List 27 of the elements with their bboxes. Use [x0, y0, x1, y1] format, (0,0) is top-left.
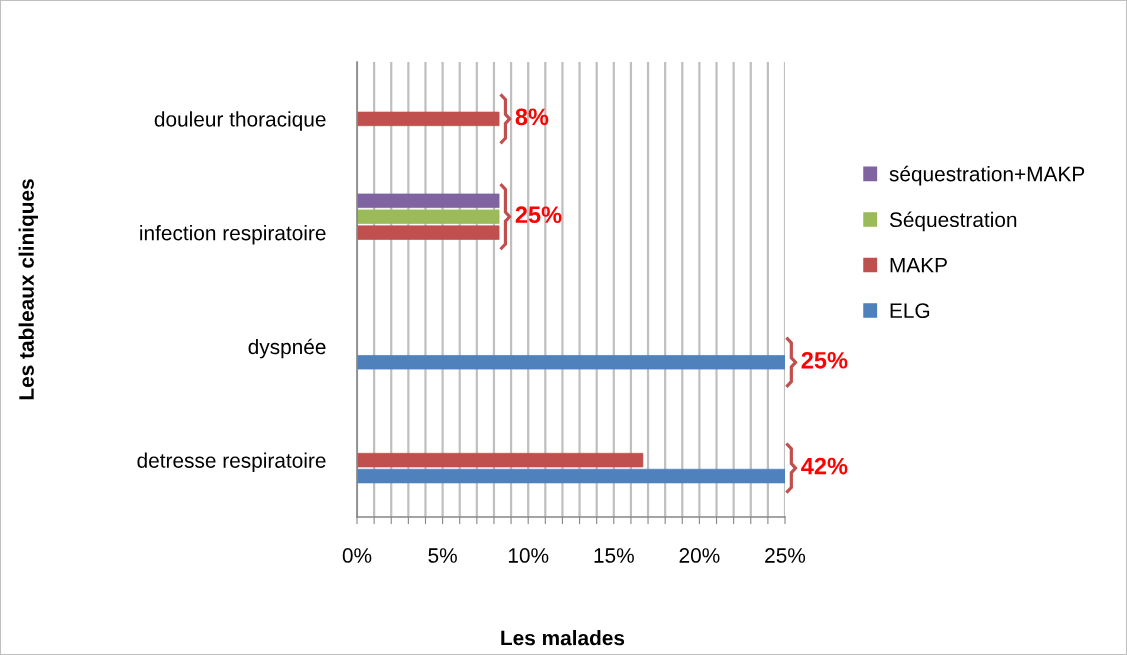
bar — [357, 452, 644, 468]
x-tick-label: 10% — [508, 548, 549, 563]
annotation: 8% — [515, 108, 549, 126]
bar — [357, 355, 785, 370]
y-tick-label: infection respiratoire — [140, 225, 326, 245]
x-tick-label: 5% — [428, 548, 457, 563]
legend-label: MAKP — [890, 258, 947, 273]
y-tick-label: douleur thoracique — [154, 111, 326, 131]
x-axis-title: Les malades — [501, 630, 625, 646]
x-tick-label: 15% — [594, 548, 634, 563]
text: 25% — [801, 351, 848, 369]
legend-label: séquestration+MAKP — [889, 165, 1085, 186]
x-tick-label: 0% — [342, 548, 372, 563]
bar — [357, 225, 500, 240]
annotation: 25% — [515, 206, 562, 224]
text: 42% — [801, 457, 848, 475]
x-tick-label: 20% — [679, 548, 720, 563]
y-tick-label: dyspnée — [248, 338, 326, 359]
legend-label: Séquestration — [889, 211, 1017, 232]
bar — [357, 468, 785, 484]
y-axis-title: Les tableaux cliniques — [18, 179, 38, 400]
y-tick-label: detresse respiratoire — [137, 452, 326, 472]
bar — [357, 193, 500, 208]
legend-label: ELG — [890, 303, 930, 319]
bar — [357, 209, 500, 224]
x-tick-label: 25% — [765, 548, 806, 563]
bar — [357, 111, 500, 127]
